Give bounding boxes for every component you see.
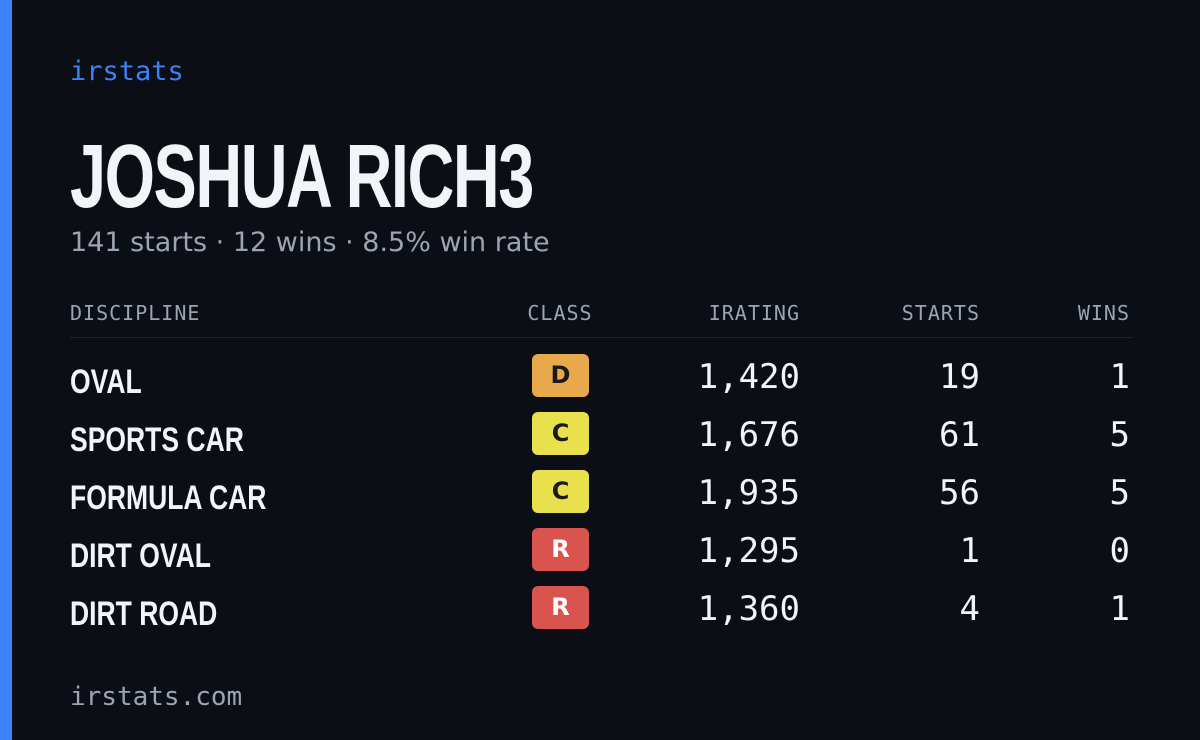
cell-starts: 1 (959, 531, 980, 571)
discipline: DIRT ROAD (70, 595, 218, 633)
column-header: WINS (1077, 301, 1130, 325)
class-badge: R (532, 586, 589, 629)
cell-wins: 1 (1109, 589, 1130, 629)
brand: irstats (70, 56, 184, 87)
title: JOSHUA RICH3 (70, 127, 534, 227)
class-badge: C (532, 412, 589, 455)
cell-irating: 1,420 (697, 357, 800, 397)
column-header: STARTS (901, 301, 980, 325)
discipline: DIRT OVAL (70, 537, 211, 575)
column-header: IRATING (708, 301, 800, 325)
column-header: CLASS (527, 301, 593, 325)
accent-strip (0, 0, 12, 740)
cell-starts: 56 (939, 473, 980, 513)
separator (70, 337, 1132, 338)
discipline: OVAL (70, 363, 142, 401)
cell-starts: 61 (939, 415, 980, 455)
class-badge: R (532, 528, 589, 571)
cell-wins: 0 (1109, 531, 1130, 571)
cell-wins: 1 (1109, 357, 1130, 397)
column-header: DISCIPLINE (70, 301, 201, 325)
cell-wins: 5 (1109, 415, 1130, 455)
discipline: FORMULA CAR (70, 479, 267, 517)
class-badge: D (532, 354, 589, 397)
cell-starts: 4 (959, 589, 980, 629)
cell-wins: 5 (1109, 473, 1130, 513)
subtitle: 141 starts · 12 wins · 8.5% win rate (70, 227, 550, 258)
cell-starts: 19 (939, 357, 980, 397)
discipline: SPORTS CAR (70, 421, 244, 459)
class-badge: C (532, 470, 589, 513)
cell-irating: 1,295 (697, 531, 800, 571)
cell-irating: 1,676 (697, 415, 800, 455)
cell-irating: 1,935 (697, 473, 800, 513)
footer-url: irstats.com (70, 682, 243, 712)
cell-irating: 1,360 (697, 589, 800, 629)
